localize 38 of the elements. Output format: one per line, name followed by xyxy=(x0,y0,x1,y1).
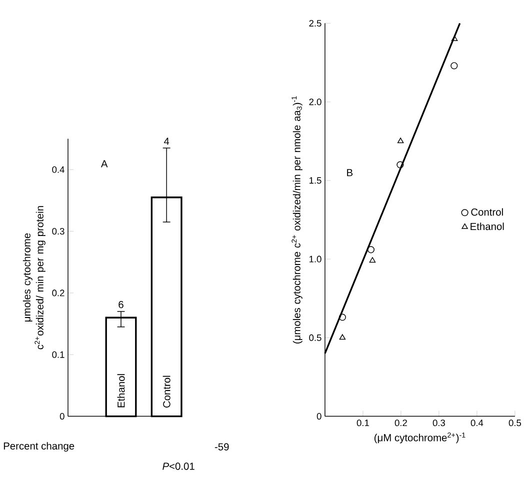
y-tick-label: 1.0 xyxy=(310,256,322,262)
annotation: 6 xyxy=(118,300,124,308)
point xyxy=(367,246,374,254)
x-tick-label: 0.1 xyxy=(356,419,369,426)
y-tick-label: 0.3 xyxy=(52,228,64,234)
annotation: 4 xyxy=(164,138,170,145)
text: Percent change xyxy=(4,442,74,452)
y-tick-label: 0.5 xyxy=(309,334,322,341)
legend-label: Ethanol xyxy=(470,222,504,230)
x-tick-label: 0.5 xyxy=(508,419,522,426)
text: P<0.01 xyxy=(162,462,194,470)
y-tick-label: 0.2 xyxy=(52,290,64,296)
point xyxy=(450,62,458,70)
text: -59 xyxy=(214,443,229,450)
y-tick-label: 2.0 xyxy=(309,98,322,105)
x-tick-label: Ethanol xyxy=(117,374,125,408)
annotation: B xyxy=(347,168,353,176)
y-tick-label: 1.5 xyxy=(310,177,322,184)
y-tick-label: 0 xyxy=(60,412,64,420)
y-tick-label: 0.1 xyxy=(52,351,64,358)
legend-label: Control xyxy=(471,208,503,216)
point xyxy=(397,137,404,143)
x-tick-label: Control xyxy=(162,376,170,408)
point xyxy=(396,161,404,168)
y-axis-title: (μmoles cytochrome c$^{2+}$ oxidized/min per nmole aa$_{3}$)$^{-1}$ xyxy=(292,96,302,344)
x-tick-label: 0.4 xyxy=(470,419,484,426)
text: μmoles cytochrome c$^{2+}$oxidized/ min per mg protein xyxy=(22,206,46,350)
point xyxy=(451,35,458,41)
point xyxy=(369,256,376,262)
y-tick-label: 0.4 xyxy=(52,166,64,173)
x-tick-label: 0.3 xyxy=(432,419,446,426)
point xyxy=(338,314,346,321)
x-axis-title: (μM cytochrome$^{2+}$)$^{-1}$ xyxy=(374,432,466,444)
y-tick-label: 0 xyxy=(316,412,322,420)
x-tick-label: 0.2 xyxy=(394,419,407,426)
y-tick-label: 2.5 xyxy=(309,20,322,26)
point xyxy=(339,334,346,340)
annotation: A xyxy=(100,160,108,168)
